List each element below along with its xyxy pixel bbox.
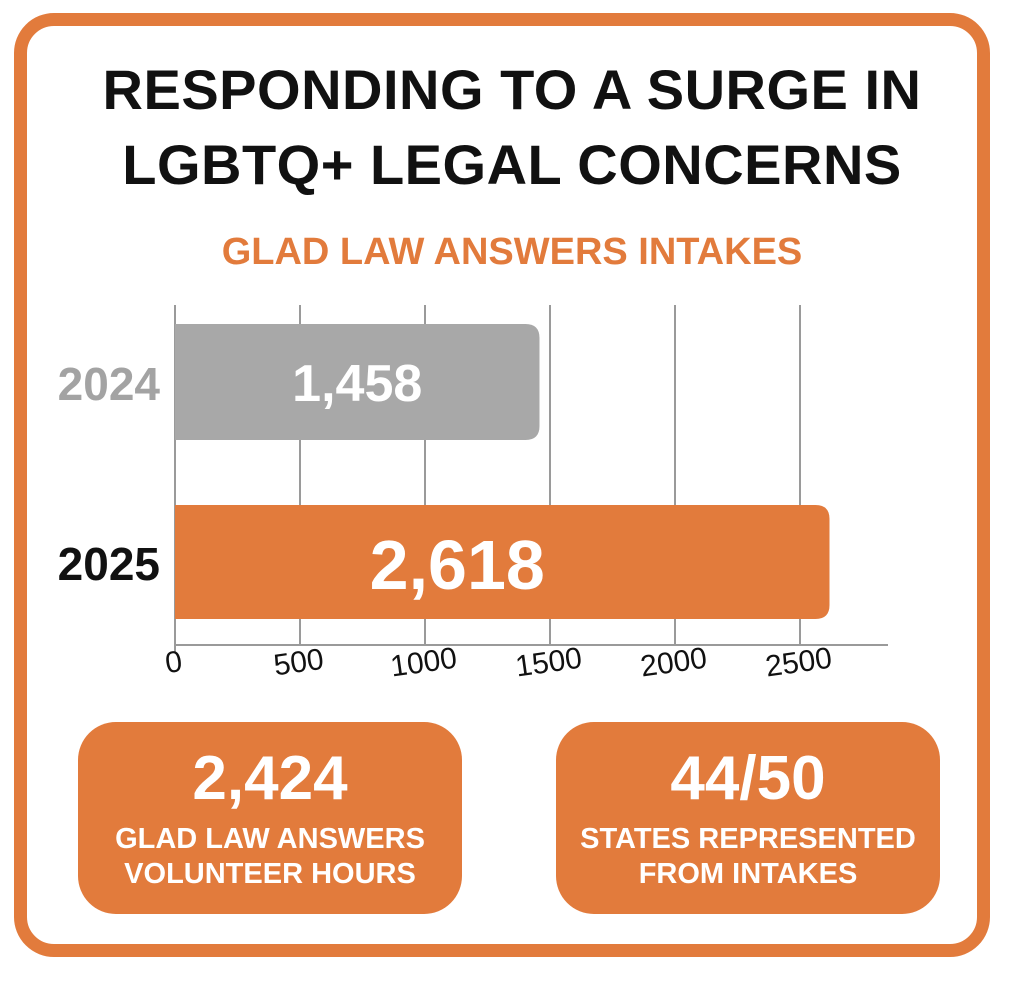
x-tick-label: 500 [272, 643, 326, 683]
page-title-line2: LGBTQ+ LEGAL CONCERNS [122, 133, 902, 196]
stat-label: GLAD LAW ANSWERS VOLUNTEER HOURS [78, 822, 462, 892]
x-tick-label: 2500 [763, 642, 834, 684]
x-tick-label: 0 [163, 645, 184, 680]
x-tick-label: 1000 [388, 642, 459, 684]
page-title-line1: RESPONDING TO A SURGE IN [102, 58, 922, 121]
stat-value: 2,424 [192, 744, 348, 813]
x-tick-label: 2000 [638, 642, 709, 684]
stat-value: 44/50 [670, 744, 826, 813]
stat-label-line1: STATES REPRESENTED [580, 823, 916, 855]
x-tick-label: 1500 [513, 642, 584, 684]
chart-bars: 1,458 2024 2,618 2025 [58, 324, 830, 619]
category-label: 2025 [58, 538, 160, 590]
stat-label: STATES REPRESENTED FROM INTAKES [556, 822, 940, 892]
chart-title: GLAD LAW ANSWERS INTAKES [221, 231, 803, 273]
stat-volunteer-hours: 2,424 GLAD LAW ANSWERS VOLUNTEER HOURS [78, 722, 462, 914]
bar-value-label: 2,618 [370, 526, 545, 604]
stat-label-line1: GLAD LAW ANSWERS [115, 823, 425, 855]
chart-x-ticks: 0 500 1000 1500 2000 2500 [163, 642, 834, 684]
stat-label-line2: VOLUNTEER HOURS [124, 857, 416, 890]
bar-value-label: 1,458 [292, 355, 422, 413]
bar-2025 [175, 505, 830, 619]
bar-2024 [175, 324, 540, 440]
category-label: 2024 [58, 358, 161, 410]
stat-label-line2: FROM INTAKES [638, 857, 858, 890]
stat-states-represented: 44/50 STATES REPRESENTED FROM INTAKES [556, 722, 940, 914]
